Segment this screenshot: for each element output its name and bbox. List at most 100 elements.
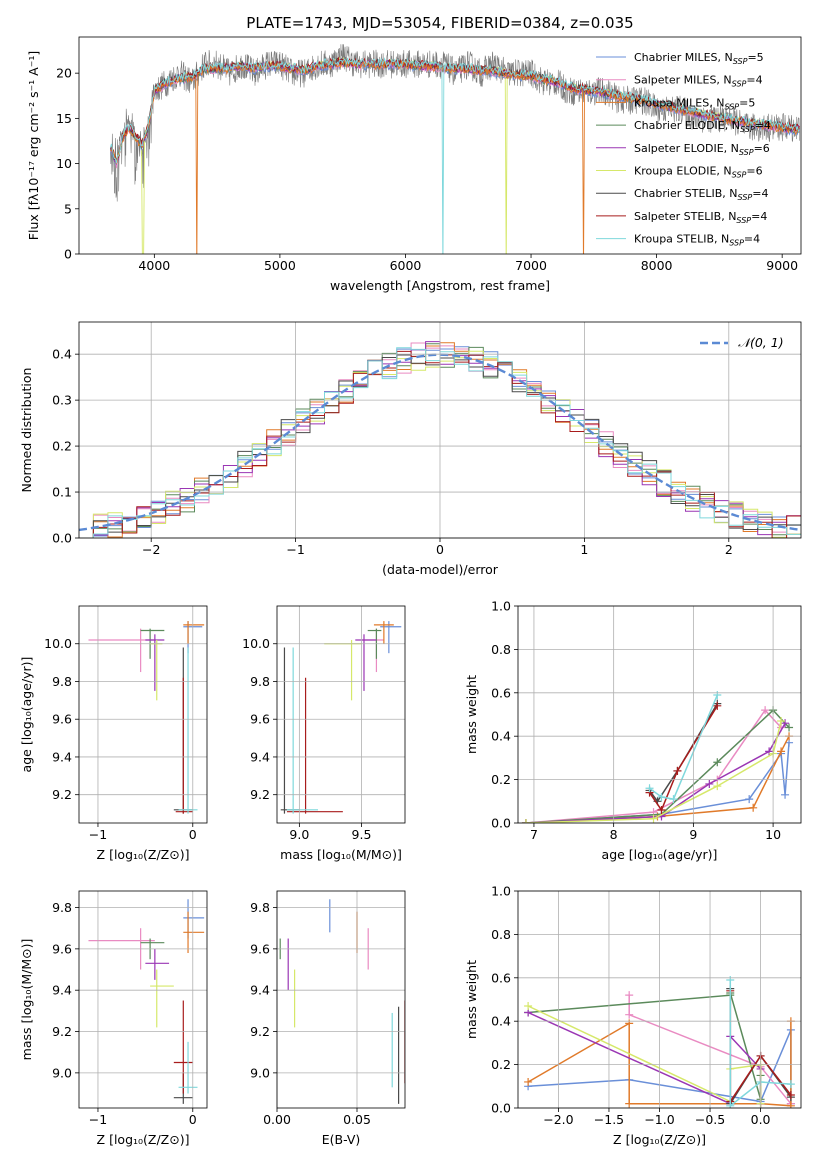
y-tick-label: 9.4	[250, 749, 270, 764]
legend-name: Kroupa ELODIE, N	[634, 165, 732, 178]
weight-point-2	[749, 803, 758, 812]
y-tick-label: 9.6	[250, 941, 270, 956]
x-axis-label: E(B-V)	[322, 1132, 361, 1147]
axes-weight-vs-age: 7 8 9 10 0.0 0.2 0.4 0.6 0.8 1.0 age [log₁₀(age/yr…	[464, 599, 802, 862]
y-tick-label: 0.2	[52, 439, 72, 454]
legend-eq: =4	[746, 74, 762, 87]
weight-point-7	[713, 701, 722, 710]
y-tick-label: 9.0	[52, 1065, 72, 1080]
legend-eq: =4	[744, 233, 760, 246]
y-tick-label: 9.0	[250, 1065, 270, 1080]
x-axis-label: age [log₁₀(age/yr)]	[602, 847, 718, 862]
x-tick-label: 7000	[515, 258, 547, 273]
y-tick-label: 1.0	[491, 884, 511, 899]
x-tick-label: 0.05	[343, 1112, 371, 1127]
weight-point-3	[713, 758, 722, 767]
weight-line-1	[628, 995, 792, 1105]
legend-sub: SSP	[739, 148, 754, 157]
weight-point-5	[649, 814, 658, 823]
weight-point-2	[625, 1019, 634, 1028]
axes-spectrum: 4000 5000 6000 7000 8000 9000 0 5 10 15 20 waveleng…	[26, 36, 802, 293]
x-axis-label: Z [log₁₀(Z/Z⊙)]	[97, 847, 190, 862]
axes-frame	[78, 890, 208, 1109]
legend-sub: SSP	[732, 80, 747, 89]
legend-label: Salpeter STELIB, NSSP=4	[634, 210, 767, 225]
legend-sub: SSP	[740, 125, 755, 134]
axes-frame	[276, 605, 406, 824]
legend-name: Chabrier MILES, N	[634, 51, 733, 64]
legend-name: Chabrier STELIB, N	[634, 187, 738, 200]
plot-area-age-vs-mass	[280, 621, 402, 814]
weight-point-2	[777, 747, 786, 756]
y-tick-label: 10.0	[242, 636, 270, 651]
y-tick-label: 0.0	[52, 531, 72, 546]
x-axis-label: (data-model)/error	[382, 562, 499, 577]
y-tick-label: 0.0	[491, 816, 511, 831]
y-tick-label: 0.1	[52, 485, 72, 500]
plot-area-spectrum	[109, 44, 800, 254]
legend-label: Salpeter ELODIE, NSSP=6	[634, 142, 770, 157]
x-tick-label: 9.5	[352, 827, 372, 842]
weight-point-1	[761, 706, 770, 715]
y-tick-label: 0.0	[491, 1101, 511, 1116]
y-axis-label: Flux [fλ10⁻¹⁷ erg cm⁻² s⁻¹ A⁻¹]	[26, 51, 41, 240]
weight-point-1	[625, 1010, 634, 1019]
y-tick-label: 0.4	[491, 1014, 511, 1029]
weight-point-7	[657, 805, 666, 814]
weight-point-5	[524, 1002, 533, 1011]
y-tick-label: 0.4	[491, 729, 511, 744]
y-tick-label: 9.4	[52, 983, 72, 998]
x-tick-label: −1.0	[644, 1112, 674, 1127]
y-tick-label: 10.0	[44, 636, 72, 651]
x-tick-label: 0	[189, 1112, 197, 1127]
axes-frame	[517, 605, 802, 824]
x-tick-label: 1	[580, 542, 588, 557]
y-tick-label: 0.2	[491, 772, 511, 787]
y-axis-label: mass weight	[464, 675, 479, 754]
legend-label: Kroupa STELIB, NSSP=4	[634, 233, 760, 248]
legend-label: Chabrier ELODIE, NSSP=4	[634, 119, 771, 134]
y-tick-label: 9.6	[52, 941, 72, 956]
x-tick-label: 9.0	[289, 827, 309, 842]
legend-eq: =4	[752, 187, 768, 200]
y-tick-label: 10	[56, 156, 72, 171]
legend-name: Salpeter STELIB, N	[634, 210, 736, 223]
legend-sub: SSP	[733, 57, 748, 66]
weight-point-0	[781, 790, 790, 799]
weight-point-2	[625, 1099, 634, 1108]
x-axis-label: mass [log₁₀(M/M⊙)]	[280, 847, 402, 862]
y-tick-label: 0.2	[491, 1057, 511, 1072]
x-tick-label: 8000	[641, 258, 673, 273]
y-tick-label: 0	[64, 247, 72, 262]
x-tick-label: 8	[610, 827, 618, 842]
y-tick-label: 9.8	[250, 900, 270, 915]
legend-name: Salpeter MILES, N	[634, 74, 732, 87]
axes-residuals: −2 −1 0 1 2 0.0 0.1 0.2 0.3 0.4 (data-model)/error…	[19, 321, 802, 577]
weight-line-7	[648, 705, 718, 812]
weight-point-8	[645, 784, 654, 793]
x-tick-label: 0	[189, 827, 197, 842]
legend-sub: SSP	[732, 171, 747, 180]
x-tick-label: 0	[436, 542, 444, 557]
weight-point-8	[726, 1101, 735, 1108]
legend-eq: =4	[751, 210, 767, 223]
y-tick-label: 9.4	[250, 983, 270, 998]
x-tick-label: −1	[89, 1112, 107, 1127]
y-tick-label: 5	[64, 201, 72, 216]
axes-mass-vs-EBV: 0.00 0.05 9.0 9.2 9.4 9.6 9.8 E(B-V)	[250, 890, 406, 1147]
x-tick-label: 4000	[138, 258, 170, 273]
legend-label: 𝒩(0, 1)	[738, 335, 784, 350]
weight-line-4	[527, 1011, 762, 1105]
x-tick-label: −1	[89, 827, 107, 842]
x-tick-label: 0.00	[263, 1112, 291, 1127]
legend-sub: SSP	[736, 216, 751, 225]
legend-label: Chabrier STELIB, NSSP=4	[634, 187, 768, 202]
axes-mass-vs-Z: −1 0 9.0 9.2 9.4 9.6 9.8 Z [log₁₀(Z/Z⊙)] mass [l…	[19, 890, 208, 1147]
weight-line-8	[649, 694, 718, 800]
legend-name: Kroupa MILES, N	[634, 96, 724, 109]
x-tick-label: 7	[530, 827, 538, 842]
weight-point-8	[726, 975, 735, 984]
y-axis-label: mass [log₁₀(M/M⊙)]	[19, 939, 34, 1061]
y-tick-label: 9.8	[52, 900, 72, 915]
